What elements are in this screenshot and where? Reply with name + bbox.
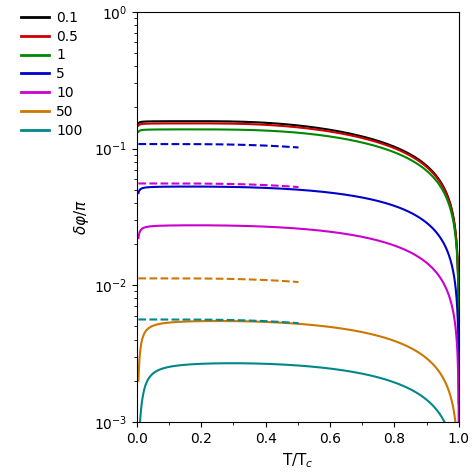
X-axis label: T/T$_c$: T/T$_c$ (282, 451, 314, 470)
Legend: 0.1, 0.5, 1, 5, 10, 50, 100: 0.1, 0.5, 1, 5, 10, 50, 100 (21, 11, 82, 138)
Y-axis label: $\delta\varphi/\pi$: $\delta\varphi/\pi$ (72, 199, 91, 235)
